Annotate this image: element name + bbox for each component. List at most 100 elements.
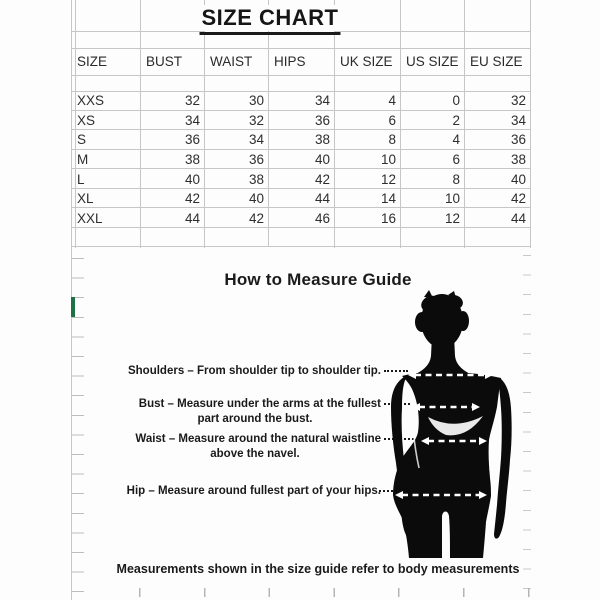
female-silhouette-figure [391, 290, 512, 558]
size-table: SIZE BUST WAIST HIPS UK SIZE US SIZE EU SIZE XX… [71, 48, 530, 228]
hip-dotted-leader [379, 490, 393, 492]
selected-cell-indicator [71, 297, 75, 317]
gridline-horizontal [71, 75, 530, 76]
guide-heading: How to Measure Guide [224, 270, 412, 289]
column-header: US SIZE [406, 54, 459, 69]
underbust-highlight [428, 416, 483, 436]
value-cell: 12 [380, 171, 396, 187]
value-cell: 6 [452, 152, 460, 168]
value-cell: 34 [314, 93, 330, 109]
gridline-vertical [268, 0, 269, 246]
gridline-horizontal [71, 48, 530, 49]
value-cell: 36 [248, 152, 264, 168]
value-cell: 38 [510, 152, 526, 168]
size-cell: XXS [77, 93, 105, 109]
value-cell: 34 [510, 112, 526, 128]
gridline-horizontal [71, 129, 530, 130]
silhouette-neck [416, 335, 470, 374]
gridline-vertical [400, 0, 401, 248]
value-cell: 2 [452, 112, 460, 128]
spacer-cell [464, 75, 530, 91]
value-cell: 34 [184, 112, 200, 128]
value-cell: 36 [314, 112, 330, 128]
gridline-ticks-bottom [139, 588, 531, 597]
spacer-cell [71, 75, 140, 91]
footer-note: Measurements shown in the size guide ref… [116, 562, 520, 576]
value-cell: 40 [184, 171, 200, 187]
size-cell: XXL [77, 210, 103, 226]
gridline-ticks-right [523, 255, 531, 589]
page-title-text: SIZE CHART [199, 5, 341, 35]
value-cell: 34 [248, 132, 264, 148]
silhouette-head [421, 294, 463, 348]
gridline-horizontal [71, 91, 530, 92]
value-cell: 0 [452, 93, 460, 109]
value-cell: 42 [510, 191, 526, 207]
hair-spike [448, 291, 456, 298]
gridline-horizontal [71, 110, 530, 111]
gridline-horizontal [71, 227, 530, 228]
size-cell: M [77, 152, 89, 168]
value-cell: 8 [388, 132, 396, 148]
value-cell: 38 [314, 132, 330, 148]
value-cell: 46 [314, 210, 330, 226]
value-cell: 16 [380, 210, 396, 226]
bust-label-line1: Bust – Measure under the arms at the ful… [138, 398, 381, 410]
waist-label-line2: above the navel. [210, 448, 300, 460]
silhouette-body [391, 290, 512, 558]
gridline-horizontal [334, 31, 530, 32]
hip-label: Hip – Measure around fullest part of you… [126, 485, 381, 497]
value-cell: 14 [380, 191, 396, 207]
value-cell: 36 [510, 132, 526, 148]
gridline-horizontal [71, 168, 530, 169]
shoulders-dotted-leader [384, 370, 408, 372]
gridline-vertical [530, 0, 531, 248]
value-cell: 38 [184, 152, 200, 168]
arm-gap-right [489, 429, 495, 471]
value-cell: 12 [444, 210, 460, 226]
column-header: SIZE [77, 54, 108, 69]
value-cell: 42 [314, 171, 330, 187]
gridline-vertical [140, 0, 141, 248]
value-cell: 8 [452, 171, 460, 187]
value-cell: 44 [184, 210, 200, 226]
page-title: SIZE CHART [194, 5, 346, 35]
value-cell: 30 [248, 93, 264, 109]
gridline-horizontal [71, 246, 530, 247]
size-cell: S [77, 132, 87, 148]
value-cell: 4 [388, 93, 396, 109]
size-cell: XL [77, 191, 94, 207]
value-cell: 32 [510, 93, 526, 109]
column-header: UK SIZE [340, 54, 393, 69]
column-header: EU SIZE [470, 54, 523, 69]
gridline-vertical [204, 0, 205, 248]
value-cell: 32 [184, 93, 200, 109]
value-cell: 38 [248, 171, 264, 187]
gridline-horizontal [71, 149, 530, 150]
value-cell: 44 [314, 191, 330, 207]
hair-spike [424, 290, 433, 298]
value-cell: 40 [248, 191, 264, 207]
gridline-vertical [334, 0, 335, 248]
spacer-cell [400, 75, 464, 91]
spacer-cell [334, 75, 400, 91]
value-cell: 32 [248, 112, 264, 128]
gridline-vertical [464, 0, 465, 248]
gridline-horizontal [71, 207, 530, 208]
gridline-ticks-left [72, 258, 84, 592]
column-header: HIPS [274, 54, 306, 69]
value-cell: 6 [388, 112, 396, 128]
silhouette-right-arm [494, 378, 512, 539]
spacer-cell [140, 75, 204, 91]
silhouette-left-arm [391, 377, 412, 539]
size-cell: L [77, 171, 85, 187]
measure-lines [402, 373, 486, 497]
spacer-cell [204, 75, 268, 91]
value-cell: 4 [452, 132, 460, 148]
silhouette-torso-legs [393, 371, 501, 558]
gridline-horizontal [71, 31, 204, 32]
gridline-horizontal [71, 188, 530, 189]
value-cell: 36 [184, 132, 200, 148]
spacer-cell [268, 75, 334, 91]
